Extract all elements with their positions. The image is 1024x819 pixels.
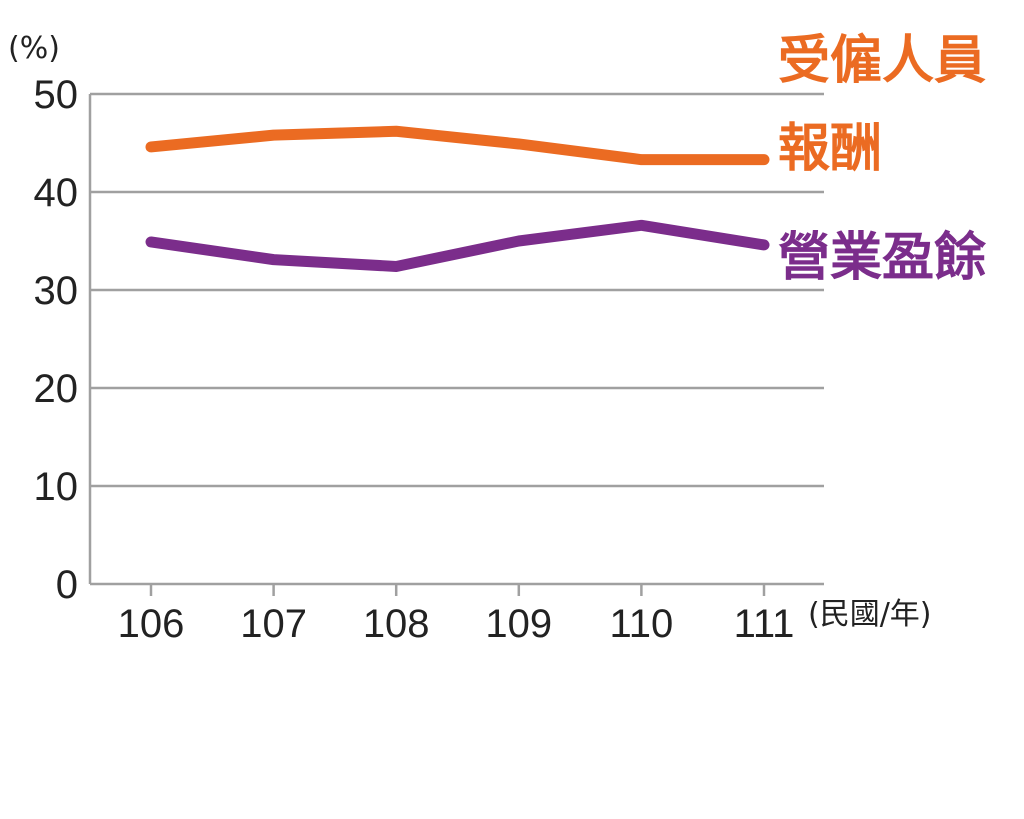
x-tick-label: 107 [240, 602, 307, 646]
data-point [272, 258, 275, 261]
series-line-0 [145, 125, 770, 166]
data-point [150, 145, 152, 148]
x-tick-label: 108 [363, 602, 430, 646]
data-point [763, 158, 765, 161]
data-point [150, 240, 152, 243]
y-tick-label: 40 [34, 171, 79, 215]
data-point [640, 224, 643, 227]
y-axis-label: (%) [8, 31, 60, 66]
legend-compensation-line1: 受僱人員 [778, 31, 986, 91]
data-point [517, 240, 520, 242]
data-point [395, 265, 398, 268]
y-tick-label: 0 [56, 563, 78, 607]
y-tick-label: 50 [34, 73, 79, 117]
legend-compensation-line2: 報酬 [778, 119, 882, 179]
data-point [272, 134, 275, 137]
x-tick-label: 106 [118, 602, 185, 646]
y-tick-label: 20 [34, 367, 79, 411]
x-tick-label: 110 [610, 602, 674, 646]
series-line-1 [145, 219, 770, 272]
y-tick-label: 10 [34, 465, 79, 509]
legend-operating-surplus: 營業盈餘 [778, 228, 987, 288]
data-point [640, 158, 643, 161]
data-point [395, 130, 398, 133]
x-tick-label: 111 [734, 602, 795, 646]
y-tick-label: 30 [34, 269, 79, 313]
data-point [517, 142, 520, 145]
x-axis-label: (民國/年) [808, 597, 932, 632]
data-point [763, 243, 765, 246]
x-tick-label: 109 [485, 602, 552, 646]
